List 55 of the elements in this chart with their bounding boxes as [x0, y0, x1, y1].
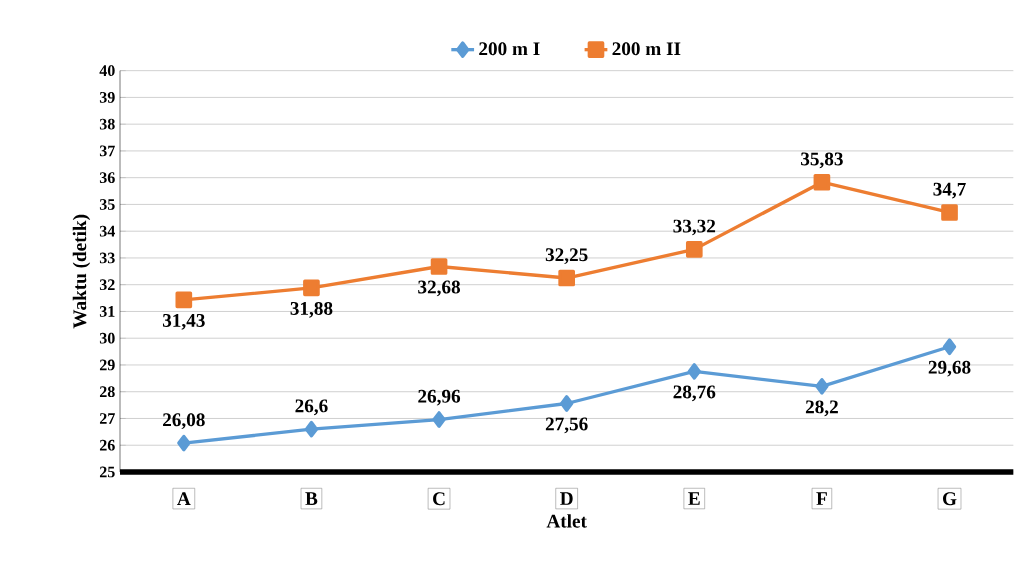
x-tick-label: G — [943, 492, 957, 506]
y-tick-label: 26 — [99, 439, 115, 451]
data-label: 31,88 — [290, 301, 333, 318]
y-tick-label: 39 — [99, 92, 115, 103]
data-label: 34,7 — [933, 182, 966, 199]
y-tick-label: 37 — [99, 145, 115, 157]
point — [685, 241, 703, 258]
data-label: 28,76 — [673, 385, 716, 402]
point — [432, 411, 446, 428]
point — [942, 338, 957, 356]
data-label: 29,68 — [928, 360, 971, 377]
point — [813, 173, 831, 191]
y-tick-label: 32 — [99, 279, 115, 291]
y-tick-label: 30 — [99, 332, 115, 344]
data-label: 26,96 — [418, 389, 461, 406]
data-label: 26,08 — [163, 413, 205, 430]
x-tick-label: A — [177, 492, 191, 505]
y-tick-label: 28 — [99, 386, 115, 398]
point — [177, 434, 191, 452]
y-axis-title: Waktu (detik) — [72, 214, 91, 329]
data-label: 33,32 — [673, 219, 716, 236]
point — [175, 291, 193, 309]
y-tick-label: 34 — [99, 225, 115, 237]
data-label: 35,83 — [801, 152, 843, 169]
point — [687, 363, 701, 380]
data-label: 32,68 — [418, 280, 461, 297]
y-tick-label: 25 — [99, 466, 115, 478]
x-tick-label: E — [688, 492, 700, 505]
point — [815, 378, 829, 395]
x-tick-label: D — [560, 492, 573, 505]
data-label: 28,2 — [805, 400, 838, 417]
y-tick-label: 35 — [99, 199, 115, 210]
point — [304, 420, 319, 438]
y-tick-label: 31 — [99, 306, 115, 317]
y-tick-label: 33 — [99, 252, 115, 264]
point — [560, 395, 574, 412]
y-tick-label: 40 — [99, 65, 115, 77]
x-tick-label: C — [433, 492, 445, 506]
legend-label: 200 m II — [612, 42, 681, 56]
x-tick-label: B — [305, 492, 318, 505]
y-tick-label: 36 — [99, 172, 115, 184]
data-label: 26,6 — [295, 399, 328, 416]
x-axis-title: Atlet — [546, 514, 587, 528]
point — [303, 279, 320, 297]
point — [558, 269, 575, 287]
x-tick-label: F — [816, 492, 827, 505]
legend-label: 200 m I — [479, 42, 540, 56]
point — [941, 204, 958, 221]
data-label: 27,56 — [545, 417, 588, 434]
y-tick-label: 38 — [99, 118, 115, 130]
y-tick-label: 27 — [99, 413, 115, 424]
data-label: 31,43 — [162, 313, 205, 330]
data-label: 32,25 — [545, 248, 588, 264]
point — [430, 258, 448, 275]
y-tick-label: 29 — [99, 359, 115, 371]
